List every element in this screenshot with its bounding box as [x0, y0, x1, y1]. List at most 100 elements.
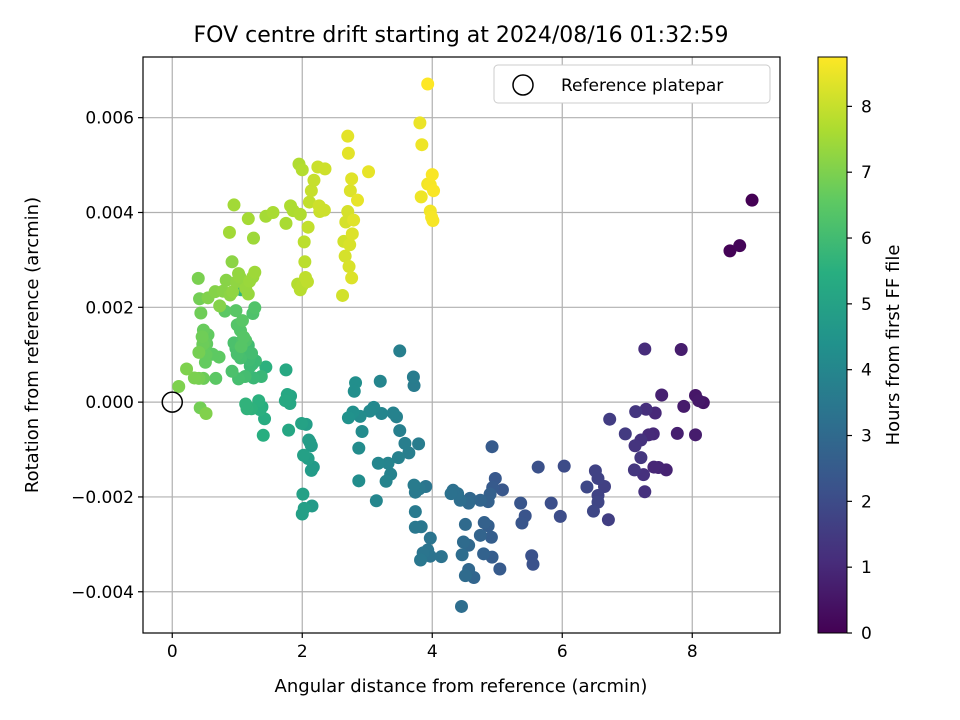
data-point: [603, 412, 617, 426]
data-point: [458, 517, 472, 531]
data-point: [226, 285, 240, 299]
colorbar: 0 1 2 3 4 5 6 7 8 Hours from first FF file: [817, 56, 904, 644]
data-point: [414, 553, 428, 567]
x-tick-label: 0: [167, 642, 178, 662]
data-point: [295, 163, 309, 177]
data-point: [304, 184, 318, 198]
data-point: [347, 213, 361, 227]
data-point: [225, 364, 239, 378]
data-point: [295, 416, 309, 430]
data-point: [180, 362, 194, 376]
data-point: [237, 330, 251, 344]
data-point: [279, 216, 293, 230]
data-point: [241, 212, 255, 226]
data-point: [414, 190, 428, 204]
data-point: [588, 464, 602, 478]
data-point: [345, 271, 359, 285]
data-point: [544, 496, 558, 510]
data-point: [423, 531, 437, 545]
data-point: [343, 238, 357, 252]
data-point: [670, 426, 684, 440]
data-point: [398, 436, 412, 450]
legend-entry: Reference platepar: [561, 76, 723, 96]
data-point: [172, 379, 186, 393]
data-point: [307, 173, 321, 187]
data-point: [421, 77, 435, 91]
grid-lines: [143, 57, 780, 633]
data-point: [298, 255, 312, 269]
data-point: [526, 557, 540, 571]
colorbar-tick-label: 0: [861, 624, 872, 644]
data-point: [191, 271, 205, 285]
data-point: [341, 146, 355, 160]
y-axis-ticks: −0.004 −0.002 0.000 0.002 0.004 0.006: [71, 109, 143, 603]
x-axis-ticks: 0 2 4 6 8: [167, 633, 698, 662]
data-point: [213, 299, 227, 313]
data-point: [345, 172, 359, 186]
chart-title: FOV centre drift starting at 2024/08/16 …: [194, 23, 729, 48]
data-point: [628, 439, 642, 453]
y-tick-label: 0.006: [85, 109, 134, 129]
data-point: [363, 404, 377, 418]
y-tick-label: 0.002: [85, 298, 134, 318]
data-point: [278, 394, 292, 408]
colorbar-tick-label: 7: [861, 163, 872, 183]
data-point: [434, 550, 448, 564]
colorbar-tick-label: 6: [861, 229, 872, 249]
data-point: [427, 184, 441, 198]
data-point: [245, 346, 259, 360]
data-point: [233, 270, 247, 284]
data-point: [473, 528, 487, 542]
data-point: [352, 474, 366, 488]
data-point: [362, 165, 376, 179]
data-point: [248, 265, 262, 279]
data-point: [391, 451, 405, 465]
data-point: [514, 496, 528, 510]
colorbar-tick-label: 4: [861, 361, 872, 381]
data-point: [227, 198, 241, 212]
data-point: [229, 304, 243, 318]
data-point: [485, 440, 499, 454]
data-point: [638, 485, 652, 499]
data-point: [413, 116, 427, 130]
data-point: [209, 371, 223, 385]
data-point: [351, 193, 364, 207]
data-point: [674, 343, 688, 357]
data-point: [580, 480, 594, 494]
data-point: [192, 345, 206, 359]
data-point: [347, 384, 361, 398]
data-point: [194, 306, 208, 320]
data-point: [553, 509, 567, 523]
data-point: [379, 474, 393, 488]
data-point: [415, 138, 429, 152]
colorbar-tick-label: 3: [861, 427, 872, 447]
data-point: [373, 374, 387, 388]
data-point: [198, 355, 212, 369]
data-point: [302, 433, 316, 447]
data-point: [297, 448, 311, 462]
data-point: [495, 483, 509, 497]
colorbar-tick-label: 5: [861, 295, 872, 315]
data-point: [458, 569, 472, 583]
data-point: [733, 239, 747, 253]
x-axis-label: Angular distance from reference (arcmin): [275, 676, 648, 697]
data-point: [371, 456, 385, 470]
reference-point: [161, 391, 183, 413]
colorbar-label: Hours from first FF file: [883, 245, 904, 446]
data-point: [634, 451, 648, 465]
data-point: [647, 460, 661, 474]
data-point: [241, 287, 255, 301]
data-point: [456, 535, 470, 549]
data-point: [301, 220, 315, 234]
data-point: [386, 406, 400, 420]
data-point: [639, 402, 653, 416]
data-point: [312, 199, 326, 213]
legend-marker: [512, 74, 534, 96]
data-point: [484, 530, 498, 544]
data-point: [199, 407, 213, 421]
data-point: [300, 275, 314, 289]
data-point: [689, 428, 702, 442]
data-point: [355, 425, 369, 439]
data-point: [295, 507, 309, 521]
colorbar-ticks: 0 1 2 3 4 5 6 7 8: [847, 97, 872, 644]
